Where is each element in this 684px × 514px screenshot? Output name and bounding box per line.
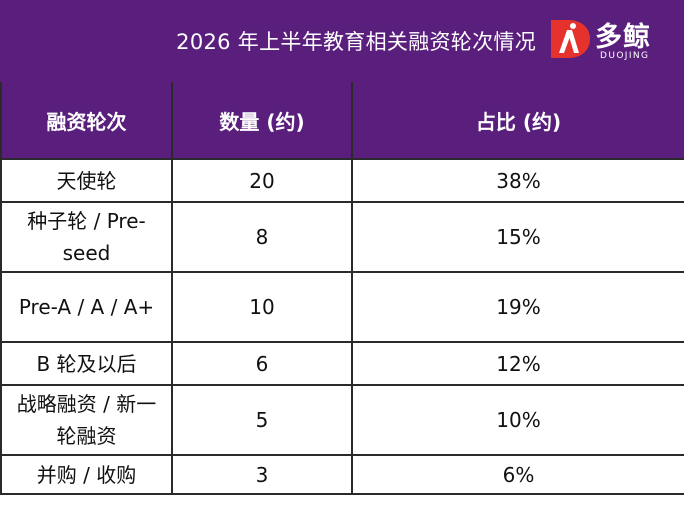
column-header-share: 占比 (约) — [351, 82, 684, 160]
table-header-row: 融资轮次 数量 (约) 占比 (约) — [0, 82, 684, 160]
title-bar: 2026 年上半年教育相关融资轮次情况 多鲸 DUOJING — [0, 0, 684, 82]
round-cell: 并购 / 收购 — [0, 454, 173, 495]
column-header-round: 融资轮次 — [0, 82, 173, 160]
red-d-logo-icon — [551, 20, 590, 58]
share-cell: 15% — [351, 201, 684, 273]
share-cell: 6% — [351, 454, 684, 495]
financing-rounds-table: 融资轮次 数量 (约) 占比 (约) 天使轮 20 38% 种子轮 / Pre-… — [0, 82, 684, 495]
count-cell: 10 — [171, 271, 353, 343]
round-cell: 战略融资 / 新一轮融资 — [0, 384, 173, 456]
share-cell: 10% — [351, 384, 684, 456]
brand-subtitle: DUOJING — [600, 51, 650, 61]
share-cell: 38% — [351, 158, 684, 203]
table-row: 战略融资 / 新一轮融资 5 10% — [0, 384, 684, 456]
count-cell: 20 — [171, 158, 353, 203]
column-header-count: 数量 (约) — [171, 82, 353, 160]
count-cell: 8 — [171, 201, 353, 273]
table-row: Pre-A / A / A+ 10 19% — [0, 271, 684, 343]
brand-name: 多鲸 — [595, 22, 651, 53]
share-cell: 19% — [351, 271, 684, 343]
brand-logo: 多鲸 DUOJING — [548, 17, 668, 65]
table-row: 种子轮 / Pre-seed 8 15% — [0, 201, 684, 273]
round-cell: Pre-A / A / A+ — [0, 271, 173, 343]
count-cell: 6 — [171, 341, 353, 386]
count-cell: 5 — [171, 384, 353, 456]
table-title: 2026 年上半年教育相关融资轮次情况 — [176, 30, 536, 54]
table-row: 天使轮 20 38% — [0, 158, 684, 203]
round-cell: B 轮及以后 — [0, 341, 173, 386]
round-cell: 天使轮 — [0, 158, 173, 203]
share-cell: 12% — [351, 341, 684, 386]
table-row: B 轮及以后 6 12% — [0, 341, 684, 386]
round-cell: 种子轮 / Pre-seed — [0, 201, 173, 273]
count-cell: 3 — [171, 454, 353, 495]
table-row: 并购 / 收购 3 6% — [0, 454, 684, 495]
